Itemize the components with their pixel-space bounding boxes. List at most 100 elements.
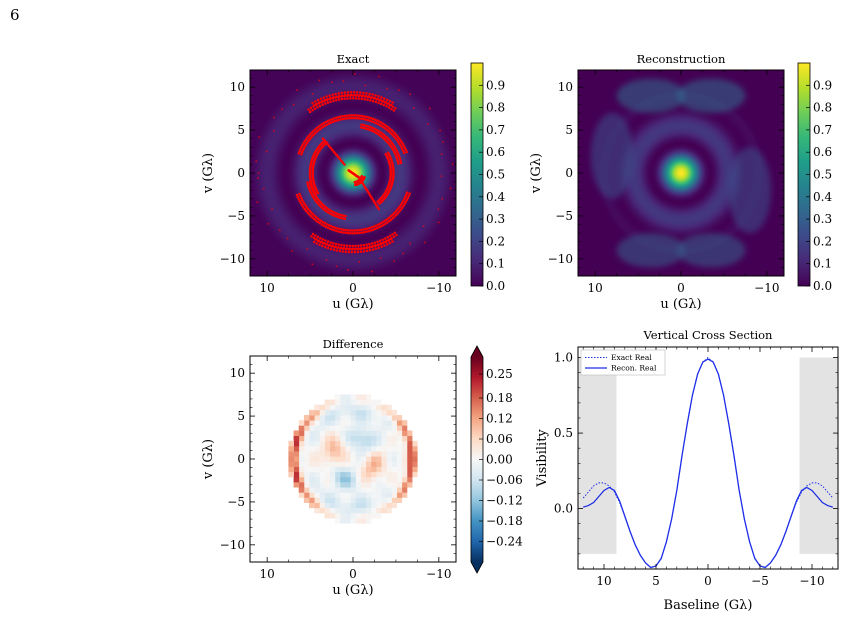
uv-point bbox=[312, 236, 316, 240]
uv-point bbox=[256, 201, 259, 204]
uv-point bbox=[400, 206, 404, 210]
uv-point bbox=[347, 250, 351, 254]
difference-cell bbox=[314, 471, 320, 478]
difference-cell bbox=[396, 451, 403, 457]
uv-point bbox=[329, 247, 333, 251]
uv-point bbox=[407, 194, 411, 198]
uv-point bbox=[374, 224, 378, 227]
difference-cell bbox=[309, 497, 315, 503]
uv-point bbox=[255, 160, 258, 163]
difference-cell bbox=[314, 481, 320, 488]
uv-point bbox=[322, 125, 325, 128]
difference-cell bbox=[339, 425, 346, 431]
difference-cell bbox=[406, 440, 413, 447]
difference-cell bbox=[293, 481, 300, 488]
uv-point bbox=[281, 108, 283, 111]
uv-point bbox=[373, 241, 377, 244]
colorbar-tick-label: −0.18 bbox=[486, 514, 523, 528]
legend-recon-label: Recon. Real bbox=[611, 364, 657, 373]
uv-point bbox=[326, 119, 329, 123]
difference-cell bbox=[345, 461, 351, 467]
difference-cell bbox=[339, 404, 346, 411]
uv-point bbox=[393, 260, 395, 262]
uv-point bbox=[353, 231, 357, 235]
uv-point bbox=[384, 222, 387, 226]
uv-point bbox=[304, 209, 308, 213]
uv-point bbox=[358, 114, 362, 117]
difference-cell bbox=[381, 430, 387, 437]
difference-cell bbox=[386, 456, 392, 462]
difference-cell bbox=[324, 497, 331, 503]
difference-cell bbox=[406, 430, 413, 437]
difference-cell bbox=[391, 440, 397, 447]
difference-cell bbox=[350, 487, 356, 493]
difference-cell bbox=[334, 394, 341, 400]
difference-cell bbox=[375, 420, 382, 426]
difference-cell bbox=[401, 435, 408, 442]
page-number: 6 bbox=[10, 6, 20, 24]
uv-point bbox=[387, 102, 390, 105]
uv-point bbox=[405, 198, 409, 202]
uv-point bbox=[367, 229, 370, 233]
cross-section-panel: Vertical Cross Section 10 5 0 −5 −10 0.0 0.5 1.… bbox=[535, 328, 839, 613]
difference-cell bbox=[370, 476, 377, 483]
difference-cell bbox=[324, 512, 331, 519]
uv-point bbox=[298, 192, 301, 196]
uv-point bbox=[362, 230, 366, 234]
uv-point bbox=[363, 186, 367, 189]
uv-point bbox=[366, 98, 369, 101]
difference-cell bbox=[396, 487, 403, 493]
difference-cell bbox=[355, 430, 361, 437]
uv-point bbox=[309, 214, 313, 218]
uv-point bbox=[323, 245, 327, 249]
difference-cell bbox=[396, 456, 403, 462]
difference-cell bbox=[355, 451, 361, 457]
uv-point bbox=[367, 116, 370, 119]
uv-point bbox=[312, 240, 316, 244]
uv-point bbox=[324, 120, 327, 124]
difference-cell bbox=[396, 425, 403, 431]
difference-cell bbox=[350, 420, 356, 426]
uv-point bbox=[359, 250, 363, 253]
difference-cell bbox=[319, 404, 325, 411]
difference-cell bbox=[334, 492, 341, 498]
difference-cell bbox=[303, 492, 310, 498]
uv-point bbox=[353, 73, 356, 75]
difference-cell bbox=[386, 425, 392, 431]
y-tick-label: 10 bbox=[230, 366, 245, 380]
uv-point bbox=[368, 246, 371, 249]
uv-point bbox=[377, 207, 381, 211]
difference-cell bbox=[339, 512, 346, 519]
difference-cell bbox=[360, 425, 367, 431]
uv-point bbox=[405, 191, 409, 194]
difference-cell bbox=[360, 420, 367, 426]
uv-point bbox=[396, 140, 400, 144]
reconstruction-lobe bbox=[590, 112, 634, 199]
difference-cell bbox=[396, 430, 403, 437]
difference-cell bbox=[381, 456, 387, 462]
difference-cell bbox=[329, 404, 336, 411]
uv-point bbox=[345, 244, 349, 247]
difference-cell bbox=[401, 466, 408, 473]
uv-point bbox=[372, 120, 376, 124]
difference-cell bbox=[355, 440, 361, 447]
difference-cell bbox=[345, 497, 351, 503]
uv-point bbox=[370, 242, 374, 245]
difference-cell bbox=[365, 440, 372, 447]
uv-point bbox=[357, 244, 360, 248]
difference-cell bbox=[293, 435, 300, 442]
uv-point bbox=[402, 149, 405, 153]
difference-cell bbox=[386, 487, 392, 493]
uv-point bbox=[316, 235, 320, 239]
uv-point bbox=[401, 147, 404, 151]
uv-point bbox=[367, 192, 371, 195]
uv-point bbox=[346, 97, 349, 100]
uv-point bbox=[337, 243, 341, 246]
uv-point bbox=[385, 104, 388, 108]
difference-cell bbox=[339, 461, 346, 467]
difference-cell bbox=[298, 451, 305, 457]
difference-cell bbox=[360, 415, 367, 421]
uv-point bbox=[318, 124, 322, 127]
cross-section-xlabel: Baseline (Gλ) bbox=[664, 598, 753, 613]
uv-point bbox=[375, 119, 379, 122]
